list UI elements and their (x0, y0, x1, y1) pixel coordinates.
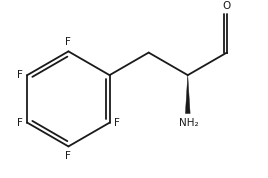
Text: F: F (65, 151, 71, 161)
Polygon shape (185, 75, 190, 114)
Text: F: F (17, 70, 23, 80)
Text: NH₂: NH₂ (179, 118, 199, 128)
Text: F: F (17, 118, 23, 128)
Text: O: O (223, 1, 231, 11)
Text: F: F (114, 118, 120, 128)
Text: F: F (65, 37, 71, 47)
